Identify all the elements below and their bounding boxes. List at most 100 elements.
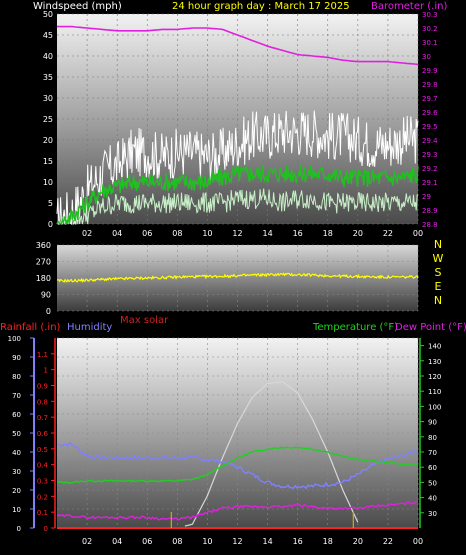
- humidity-y-tick: 70: [12, 392, 21, 400]
- temperature-y-tick: 80: [428, 434, 437, 442]
- hour-tick-label: 04: [112, 229, 122, 238]
- direction-y-tick: 0: [46, 307, 51, 316]
- hour-tick-label: 16: [293, 229, 303, 238]
- rainfall-legend: Rainfall (.in): [0, 322, 61, 333]
- humidity-y-tick: 0: [17, 525, 21, 533]
- temperature-y-tick: 100: [428, 403, 441, 411]
- rainfall-y-tick: 1: [44, 367, 48, 375]
- humidity-y-tick: 100: [8, 335, 21, 343]
- wind-y-tick: 10: [43, 178, 53, 187]
- direction-y-tick: 360: [36, 241, 51, 250]
- temperature-y-tick: 30: [428, 510, 437, 518]
- barometer-y-tick: 29.4: [422, 137, 438, 145]
- barometer-y-tick: 29.5: [422, 123, 438, 131]
- direction-y-tick: 270: [36, 258, 51, 267]
- barometer-y-tick: 30.1: [422, 39, 438, 47]
- windspeed-axis-label: Windspeed (mph): [33, 1, 122, 12]
- compass-label: E: [435, 280, 442, 293]
- hour-tick-label: 20: [353, 537, 363, 546]
- rainfall-y-tick: 0.7: [37, 414, 48, 422]
- hour-tick-label: 06: [142, 229, 152, 238]
- humidity-line: [56, 441, 419, 490]
- hour-tick-label: 08: [172, 229, 182, 238]
- compass-label: W: [433, 252, 444, 265]
- hour-tick-label: 18: [323, 537, 333, 546]
- barometer-y-tick: 29.1: [422, 179, 438, 187]
- barometer-y-tick: 30.3: [422, 11, 438, 19]
- wind-y-tick: 40: [43, 52, 53, 61]
- hour-tick-label: 02: [82, 229, 92, 238]
- temperature-y-tick: 70: [428, 449, 437, 457]
- hour-tick-label: 06: [142, 537, 152, 546]
- hour-tick-label: 14: [262, 537, 272, 546]
- rainfall-y-tick: 0.8: [37, 398, 48, 406]
- wind-direction-line: [56, 272, 419, 284]
- wind-y-tick: 35: [43, 73, 53, 82]
- chart-title: 24 hour graph day : March 17 2025: [172, 1, 350, 12]
- wind-y-tick: 25: [43, 115, 53, 124]
- barometer-y-tick: 29.8: [422, 81, 438, 89]
- wind-series-average: [56, 163, 419, 226]
- humidity-y-tick: 10: [12, 506, 21, 514]
- temperature-y-tick: 90: [428, 419, 437, 427]
- rainfall-y-tick: 0.2: [37, 493, 48, 501]
- compass-label: N: [434, 294, 442, 307]
- barometer-line: [57, 25, 419, 66]
- hour-tick-label: 14: [262, 229, 272, 238]
- hour-tick-label: 10: [202, 229, 212, 238]
- barometer-y-tick: 29.7: [422, 95, 438, 103]
- humidity-y-tick: 40: [12, 449, 21, 457]
- dewpoint-line: [56, 500, 419, 521]
- temperature-y-tick: 40: [428, 495, 437, 503]
- rainfall-y-tick: 0.6: [37, 430, 49, 438]
- temperature-line: [56, 446, 419, 484]
- wind-y-tick: 15: [43, 157, 53, 166]
- humidity-y-tick: 30: [12, 468, 21, 476]
- hour-tick-label: 08: [172, 537, 182, 546]
- rainfall-y-tick: 0: [44, 525, 48, 533]
- hour-tick-label: 12: [232, 229, 242, 238]
- hour-tick-label: 02: [82, 537, 92, 546]
- hour-tick-label: 22: [383, 537, 393, 546]
- barometer-y-tick: 28.9: [422, 207, 438, 215]
- hour-tick-label: 00: [413, 537, 423, 546]
- barometer-y-tick: 29.2: [422, 165, 438, 173]
- temperature-y-tick: 110: [428, 388, 441, 396]
- rainfall-y-tick: 0.3: [37, 478, 48, 486]
- wind-y-tick: 0: [48, 220, 53, 229]
- barometer-y-tick: 29: [422, 193, 431, 201]
- compass-label: N: [434, 238, 442, 251]
- barometer-axis-label: Barometer (.in): [371, 1, 447, 12]
- hour-tick-label: 00: [413, 229, 423, 238]
- temperature-y-tick: 130: [428, 358, 441, 366]
- temperature-y-tick: 140: [428, 343, 441, 351]
- barometer-y-tick: 29.6: [422, 109, 438, 117]
- temperature-legend: Temperature (°F): [312, 322, 398, 333]
- barometer-y-tick: 30: [422, 53, 431, 61]
- max-solar-curve: [184, 381, 359, 527]
- dewpoint-legend: Dew Point (°F): [395, 322, 466, 333]
- hour-tick-label: 22: [383, 229, 393, 238]
- hour-tick-label: 20: [353, 229, 363, 238]
- wind-y-tick: 20: [43, 136, 53, 145]
- max-solar-legend: Max solar: [120, 315, 169, 326]
- humidity-y-tick: 80: [12, 373, 21, 381]
- humidity-y-tick: 90: [12, 354, 21, 362]
- wind-series-min: [56, 188, 419, 226]
- rainfall-y-tick: 0.4: [37, 462, 49, 470]
- wind-y-tick: 5: [48, 199, 53, 208]
- rainfall-y-tick: 0.1: [37, 509, 48, 517]
- hour-tick-label: 18: [323, 229, 333, 238]
- humidity-y-tick: 20: [12, 487, 21, 495]
- hour-tick-label: 10: [202, 537, 212, 546]
- rainfall-y-tick: 1.1: [37, 351, 48, 359]
- hour-tick-label: 04: [112, 537, 122, 546]
- temperature-y-tick: 120: [428, 373, 441, 381]
- direction-y-tick: 90: [41, 291, 51, 300]
- rainfall-y-tick: 0.5: [37, 446, 48, 454]
- temperature-y-tick: 60: [428, 464, 437, 472]
- barometer-y-tick: 29.9: [422, 67, 438, 75]
- wind-y-tick: 45: [43, 31, 53, 40]
